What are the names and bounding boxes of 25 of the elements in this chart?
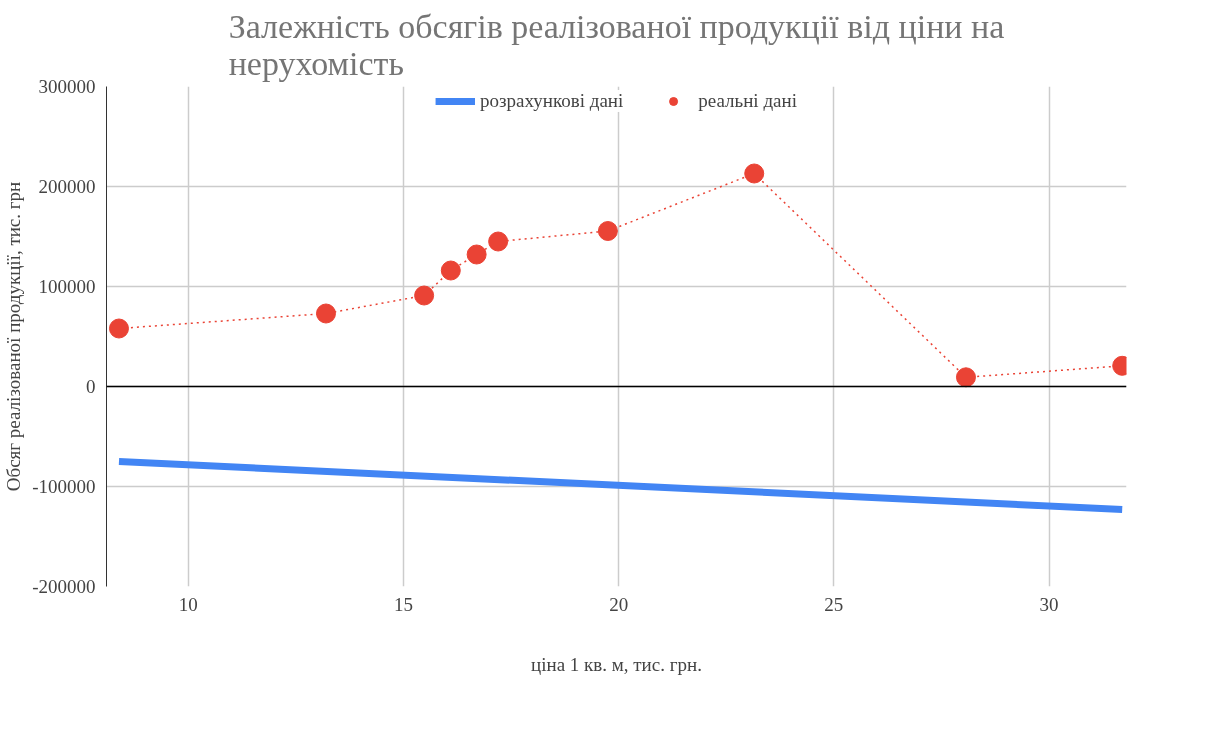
point — [488, 231, 509, 252]
y-tick-label: 100000 — [38, 276, 96, 297]
point — [955, 367, 976, 388]
x-tick-label: 25 — [824, 593, 844, 615]
legend-label: реальні дані — [698, 90, 797, 112]
point — [440, 260, 461, 281]
legend-label: розрахункові дані — [480, 90, 624, 112]
y-tick-label: 200000 — [38, 176, 96, 197]
x-tick-label: 30 — [1039, 593, 1059, 615]
chart-title: Залежність обсягів реалізованої продукції від ціни на нерухомість — [228, 7, 1005, 82]
point — [108, 318, 129, 339]
point — [466, 244, 487, 265]
point — [744, 163, 765, 184]
y-tick-label: 300000 — [38, 76, 96, 97]
x-tick-label: 20 — [609, 593, 629, 615]
x-axis-title: ціна 1 кв. м, тис. грн. — [531, 653, 702, 675]
x-tick-label: 15 — [393, 593, 413, 615]
point — [414, 285, 435, 306]
point — [315, 303, 336, 324]
y-tick-label: -200000 — [32, 576, 96, 597]
y-tick-label: -100000 — [32, 476, 96, 497]
y-tick-label: 0 — [86, 376, 96, 397]
point — [597, 221, 618, 241]
x-tick-label: 10 — [178, 593, 198, 615]
y-axis-title: Обсяг реалізованої продукції, тис. грн — [3, 181, 25, 492]
